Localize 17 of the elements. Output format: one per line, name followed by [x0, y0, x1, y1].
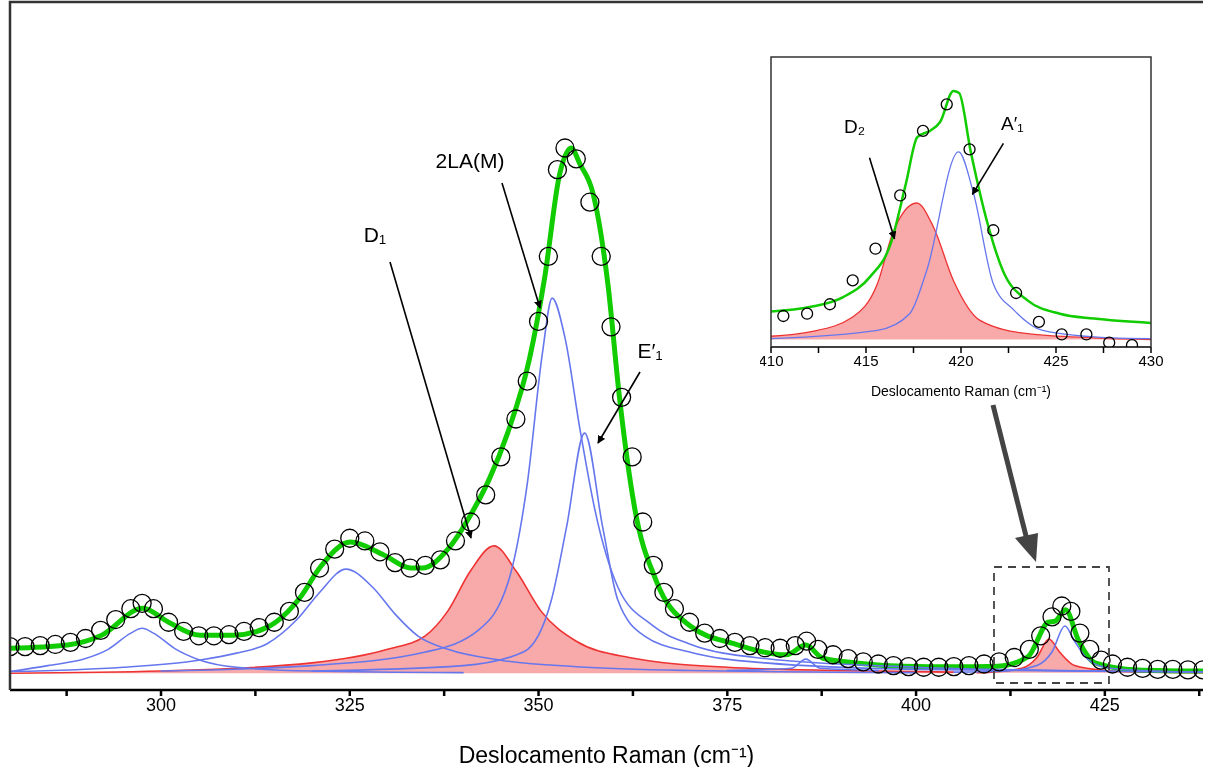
x-tick-label: 350 — [523, 694, 554, 715]
x-tick-label: 400 — [901, 694, 932, 715]
x-axis-title: Deslocamento Raman (cm⁻¹) — [458, 742, 755, 767]
x-axis-title: Deslocamento Raman (cm⁻¹) — [870, 383, 1052, 399]
annotation: D₂ — [843, 115, 866, 137]
x-tick-label: 425 — [1043, 351, 1069, 369]
annotation: A′₁ — [1001, 113, 1024, 135]
x-tick-label: 415 — [853, 351, 879, 369]
x-tick-label: 325 — [334, 694, 365, 715]
x-tick-label: 420 — [948, 351, 974, 369]
annotation: D₁ — [363, 223, 387, 246]
x-tick-label: 430 — [1138, 351, 1164, 369]
annotation: E′₁ — [637, 339, 663, 362]
x-tick-label: 300 — [145, 694, 177, 715]
x-tick-label: 425 — [1089, 694, 1120, 715]
x-tick-label: 375 — [712, 694, 743, 715]
annotation: 2LA(M) — [435, 149, 505, 172]
